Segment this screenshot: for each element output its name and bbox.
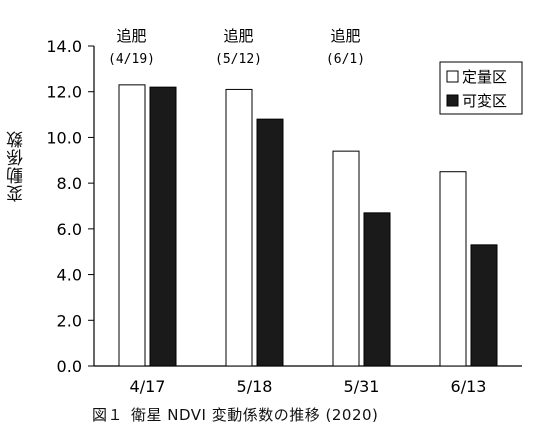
bar-variable-5-18 xyxy=(256,118,284,367)
figure-title: 衛星 NDVI 変動係数の推移 (2020) xyxy=(131,406,379,424)
x-tick-label: 5/18 xyxy=(237,377,273,396)
annotation-topdress: 追肥 xyxy=(223,27,253,45)
annotation-topdress: 追肥 xyxy=(330,27,360,45)
legend-swatch xyxy=(446,94,459,107)
y-tick-label: 0.0 xyxy=(57,357,82,376)
y-axis-label: 変動係数 xyxy=(7,130,27,202)
figure-caption: 図１ 衛星 NDVI 変動係数の推移 (2020) xyxy=(92,404,386,425)
legend-label: 可変区 xyxy=(462,92,507,110)
y-tick-label: 2.0 xyxy=(57,311,82,330)
legend-label: 定量区 xyxy=(462,68,507,86)
y-tick-label: 4.0 xyxy=(57,266,82,285)
y-tick-label: 14.0 xyxy=(46,37,82,56)
bar-variable-4-17 xyxy=(149,86,177,367)
bar-variable-5-31 xyxy=(363,212,391,367)
x-tick-label: 4/17 xyxy=(130,377,166,396)
bar-variable-6-13 xyxy=(470,244,498,367)
annotation-date: (6/1) xyxy=(326,52,365,67)
annotation-date: (5/12) xyxy=(215,52,262,67)
y-tick-label: 10.0 xyxy=(46,128,82,147)
x-tick-label: 6/13 xyxy=(451,377,487,396)
y-tick-label: 8.0 xyxy=(57,174,82,193)
bar-fixed-5-31 xyxy=(332,150,360,367)
bar-fixed-5-18 xyxy=(225,88,253,367)
annotation-topdress: 追肥 xyxy=(116,27,146,45)
figure-number: 図１ xyxy=(92,406,124,424)
y-tick-label: 12.0 xyxy=(46,83,82,102)
legend-swatch xyxy=(446,70,459,83)
y-tick-label: 6.0 xyxy=(57,220,82,239)
bar-fixed-4-17 xyxy=(118,84,146,367)
bar-fixed-6-13 xyxy=(439,171,467,367)
x-tick-label: 5/31 xyxy=(344,377,380,396)
annotation-date: (4/19) xyxy=(108,52,155,67)
